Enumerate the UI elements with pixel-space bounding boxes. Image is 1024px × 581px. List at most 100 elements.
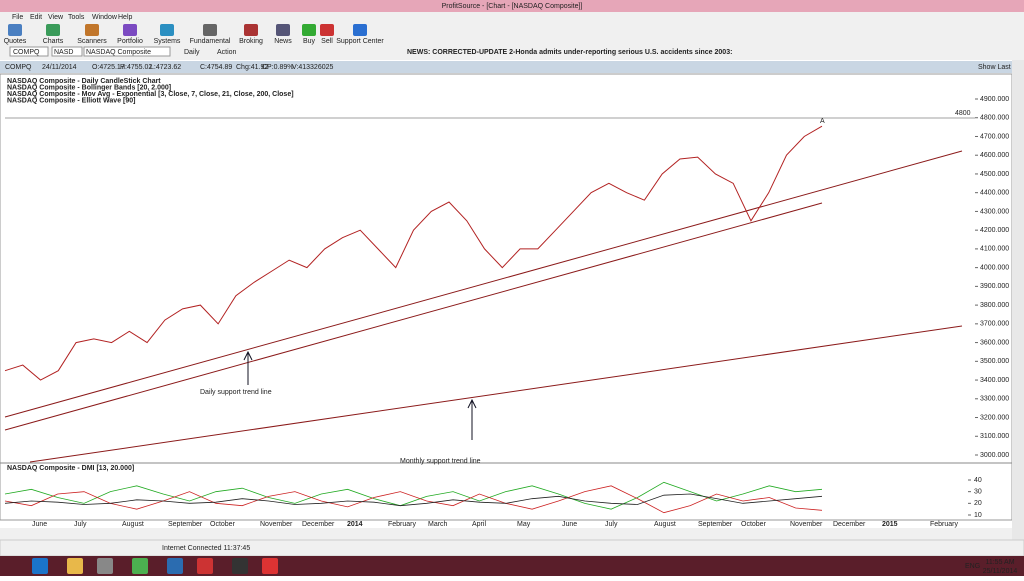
lang: ENG — [965, 563, 980, 570]
taskbar-icon[interactable] — [167, 558, 183, 574]
y-tick-label: 3400.000 — [980, 377, 1009, 384]
toolbar-icon[interactable] — [244, 24, 258, 36]
news-ticker: NEWS: CORRECTED-UPDATE 2-Honda admits un… — [407, 49, 732, 56]
info-bar — [0, 61, 1024, 73]
input[interactable] — [83, 46, 171, 57]
y-tick-label: 40 — [974, 477, 982, 484]
y-tick-label: 4600.000 — [980, 152, 1009, 159]
x-tick-label: August — [122, 521, 144, 528]
action-button[interactable]: Action — [217, 49, 237, 56]
y-tick-label: 20 — [974, 500, 982, 507]
legend-entry: NASDAQ Composite - Elliott Wave [90] — [7, 97, 135, 104]
toolbar-label[interactable]: Support Center — [336, 38, 384, 45]
toolbar-icon[interactable] — [123, 24, 137, 36]
x-tick-label: October — [741, 521, 767, 528]
toolbar-label[interactable]: Buy — [303, 38, 316, 45]
x-tick-label: December — [833, 521, 866, 528]
taskbar-icon[interactable] — [67, 558, 83, 574]
info-field: C:4754.89 — [200, 64, 232, 71]
y-tick-label: 4200.000 — [980, 227, 1009, 234]
taskbar-icon[interactable] — [232, 558, 248, 574]
x-tick-label: February — [930, 521, 959, 528]
x-tick-label: 2015 — [882, 521, 898, 528]
toolbar-label[interactable]: Charts — [43, 38, 64, 45]
taskbar-icon[interactable] — [197, 558, 213, 574]
period-button[interactable]: Daily — [184, 49, 200, 56]
taskbar-icon[interactable] — [132, 558, 148, 574]
y-tick-label: 4000.000 — [980, 264, 1009, 271]
menu-item[interactable]: File — [12, 14, 23, 21]
toolbar-icon[interactable] — [8, 24, 22, 36]
y-tick-label: 30 — [974, 489, 982, 496]
toolbar-label[interactable]: Broking — [239, 38, 263, 45]
input[interactable] — [9, 46, 49, 57]
level-label: 4800 — [955, 110, 971, 117]
x-tick-label: April — [472, 521, 486, 528]
menu-item[interactable]: Help — [118, 14, 133, 21]
x-tick-label: May — [517, 521, 531, 528]
annotation: Daily support trend line — [200, 389, 272, 396]
toolbar-label[interactable]: Sell — [321, 38, 333, 45]
y-tick-label: 3900.000 — [980, 283, 1009, 290]
scrollbar — [1012, 60, 1024, 540]
y-tick-label: 3600.000 — [980, 339, 1009, 346]
y-tick-label: 4100.000 — [980, 246, 1009, 253]
toolbar-label[interactable]: Quotes — [4, 38, 27, 45]
status-bar — [0, 539, 1024, 557]
trend-line — [4, 202, 823, 431]
y-tick-label: 4700.000 — [980, 133, 1009, 140]
x-tick-label: July — [74, 521, 87, 528]
menu-item[interactable]: View — [48, 14, 64, 21]
x-tick-label: November — [260, 521, 293, 528]
y-tick-label: 3200.000 — [980, 414, 1009, 421]
toolbar-icon[interactable] — [320, 24, 334, 36]
taskbar-icon[interactable] — [262, 558, 278, 574]
legend-entry: NASDAQ Composite - Bollinger Bands [20, … — [7, 84, 171, 91]
toolbar-icon[interactable] — [353, 24, 367, 36]
trend-line — [4, 150, 963, 418]
menu-item[interactable]: Edit — [30, 14, 42, 21]
y-tick-label: 3500.000 — [980, 358, 1009, 365]
x-tick-label: March — [428, 521, 448, 528]
toolbar-icon[interactable] — [160, 24, 174, 36]
menu-item[interactable]: Window — [92, 14, 118, 21]
taskbar — [0, 556, 1024, 576]
toolbar-label[interactable]: Fundamental — [190, 38, 231, 45]
legend-entry: NASDAQ Composite - Daily CandleStick Cha… — [7, 78, 161, 85]
x-tick-label: June — [562, 521, 577, 528]
input[interactable] — [51, 46, 83, 57]
info-field: H:4755.02 — [120, 64, 152, 71]
x-tick-label: July — [605, 521, 618, 528]
toolbar-icon[interactable] — [85, 24, 99, 36]
panel-title: NASDAQ Composite - DMI [13, 20.000] — [7, 465, 134, 472]
toolbar-icon[interactable] — [46, 24, 60, 36]
x-tick-label: June — [32, 521, 47, 528]
toolbar-label[interactable]: News — [274, 38, 292, 45]
toolbar-icon[interactable] — [276, 24, 290, 36]
window-title: ProfitSource - [Chart - [NASDAQ Composit… — [442, 3, 583, 10]
dmi-line — [4, 485, 823, 514]
y-tick-label: 3800.000 — [980, 302, 1009, 309]
x-tick-label: September — [168, 521, 203, 528]
chart-area — [0, 73, 1013, 521]
y-tick-label: 10 — [974, 512, 982, 519]
taskbar-icon[interactable] — [97, 558, 113, 574]
toolbar-label[interactable]: Scanners — [77, 38, 107, 45]
x-tick-label: 2014 — [347, 521, 363, 528]
show-last[interactable]: Show Last — [978, 64, 1011, 71]
toolbar-label[interactable]: Portfolio — [117, 38, 143, 45]
menu-item[interactable]: Tools — [68, 14, 85, 21]
toolbar-icon[interactable] — [302, 24, 316, 36]
info-field: COMPQ — [5, 64, 32, 71]
x-tick-label: November — [790, 521, 823, 528]
arrow — [467, 398, 477, 440]
toolbar-label[interactable]: Systems — [154, 38, 181, 45]
y-tick-label: 3700.000 — [980, 321, 1009, 328]
symbol-input: COMPQ — [13, 49, 40, 56]
toolbar-icon[interactable] — [203, 24, 217, 36]
taskbar-icon[interactable] — [32, 558, 48, 574]
title-bar — [0, 0, 1024, 12]
info-field: CP:0.89% — [262, 64, 294, 71]
